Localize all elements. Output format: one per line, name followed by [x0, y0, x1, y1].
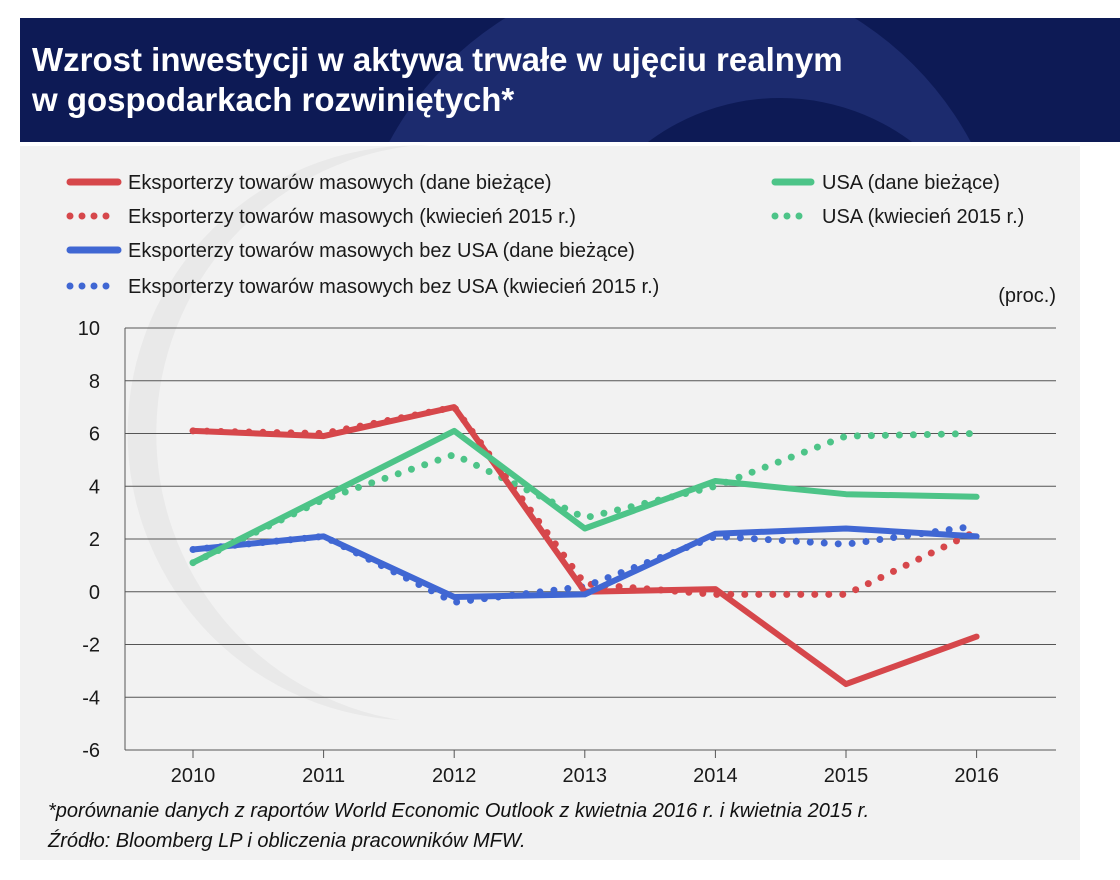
y-tick-label: 8 — [89, 371, 100, 393]
y-tick-label: 4 — [89, 476, 100, 498]
legend-label-4: Eksporterzy towarów masowych bez USA (kw… — [128, 276, 659, 298]
y-tick-label: -2 — [82, 635, 100, 657]
y-unit-label: (proc.) — [998, 285, 1056, 307]
legend-label-2: Eksporterzy towarów masowych (kwiecień 2… — [128, 206, 576, 228]
chart-title: Wzrost inwestycji w aktywa trwałe w ujęc… — [32, 40, 843, 120]
chart-title-line-2: w gospodarkach rozwiniętych* — [32, 81, 515, 118]
x-tick-label-2013: 2013 — [563, 765, 608, 787]
series-line-6 — [189, 430, 981, 567]
series-line-4 — [189, 522, 981, 606]
legend-label-1: Eksporterzy towarów masowych (dane bieżą… — [128, 172, 552, 194]
series-line-3 — [190, 525, 980, 600]
footnote-source: Źródło: Bloomberg LP i obliczenia pracow… — [48, 830, 526, 852]
y-tick-label: 0 — [89, 582, 100, 604]
series-line-1 — [190, 404, 980, 688]
footnote: *porównanie danych z raportów World Econ… — [48, 796, 869, 856]
y-tick-label: 10 — [78, 318, 100, 340]
series-line-2 — [189, 403, 981, 598]
header-banner: Wzrost inwestycji w aktywa trwałe w ujęc… — [20, 18, 1120, 142]
x-tick-label-2014: 2014 — [693, 765, 738, 787]
y-tick-label: 6 — [89, 424, 100, 446]
series-line-5 — [190, 427, 980, 566]
legend-label-6: USA (kwiecień 2015 r.) — [822, 206, 1024, 228]
header-decoration-hole — [648, 98, 912, 142]
x-tick-label-2015: 2015 — [824, 765, 869, 787]
legend-label-5: USA (dane bieżące) — [822, 172, 1000, 194]
x-tick-label-2016: 2016 — [954, 765, 999, 787]
y-tick-label: -6 — [82, 740, 100, 762]
y-tick-label: -4 — [82, 687, 100, 709]
x-tick-label-2011: 2011 — [302, 765, 345, 787]
x-tick-label-2010: 2010 — [171, 765, 216, 787]
x-tick-label-2012: 2012 — [432, 765, 477, 787]
y-tick-label: 2 — [89, 529, 100, 551]
chart-title-line-1: Wzrost inwestycji w aktywa trwałe w ujęc… — [32, 41, 843, 78]
header-decoration — [389, 18, 971, 142]
footnote-comparison-note: *porównanie danych z raportów World Econ… — [48, 800, 870, 822]
legend-label-3: Eksporterzy towarów masowych bez USA (da… — [128, 240, 635, 262]
